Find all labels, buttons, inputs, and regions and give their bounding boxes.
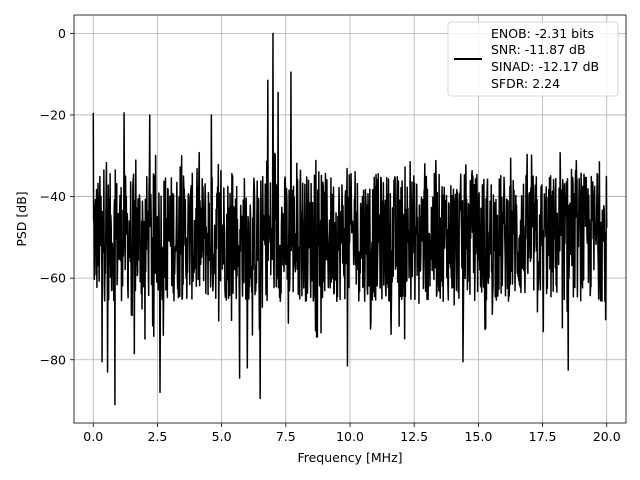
x-tick-label: 15.0 bbox=[464, 429, 492, 444]
y-tick-label: −20 bbox=[40, 107, 66, 122]
legend-box bbox=[447, 21, 619, 97]
psd-trace bbox=[92, 32, 608, 406]
x-tick-label: 7.5 bbox=[276, 429, 296, 444]
x-tick-label: 0.0 bbox=[83, 429, 103, 444]
legend-entry-snr: SNR: -11.87 dB bbox=[491, 42, 586, 57]
x-tick-label: 17.5 bbox=[529, 429, 557, 444]
legend: ENOB: -2.31 bits SNR: -11.87 dB SINAD: -… bbox=[447, 21, 619, 97]
x-tick-label: 20.0 bbox=[593, 429, 621, 444]
x-tick-label: 5.0 bbox=[212, 429, 232, 444]
legend-entry-enob: ENOB: -2.31 bits bbox=[491, 26, 594, 41]
y-tick-label: −80 bbox=[40, 352, 66, 367]
y-axis-ticks: 0 −20 −40 −60 −80 bbox=[40, 26, 74, 367]
x-axis-label: Frequency [MHz] bbox=[297, 450, 402, 465]
x-tick-label: 12.5 bbox=[400, 429, 428, 444]
x-tick-label: 2.5 bbox=[147, 429, 167, 444]
x-axis-ticks: 0.0 2.5 5.0 7.5 10.0 12.5 15.0 17.5 20.0 bbox=[83, 423, 621, 444]
x-tick-label: 10.0 bbox=[336, 429, 364, 444]
legend-entry-sinad: SINAD: -12.17 dB bbox=[491, 59, 599, 74]
y-axis-label: PSD [dB] bbox=[14, 191, 29, 246]
y-tick-label: 0 bbox=[58, 26, 66, 41]
y-tick-label: −40 bbox=[40, 189, 66, 204]
psd-series-line bbox=[92, 32, 608, 406]
legend-entry-sfdr: SFDR: 2.24 bbox=[491, 76, 560, 91]
y-tick-label: −60 bbox=[40, 271, 66, 286]
